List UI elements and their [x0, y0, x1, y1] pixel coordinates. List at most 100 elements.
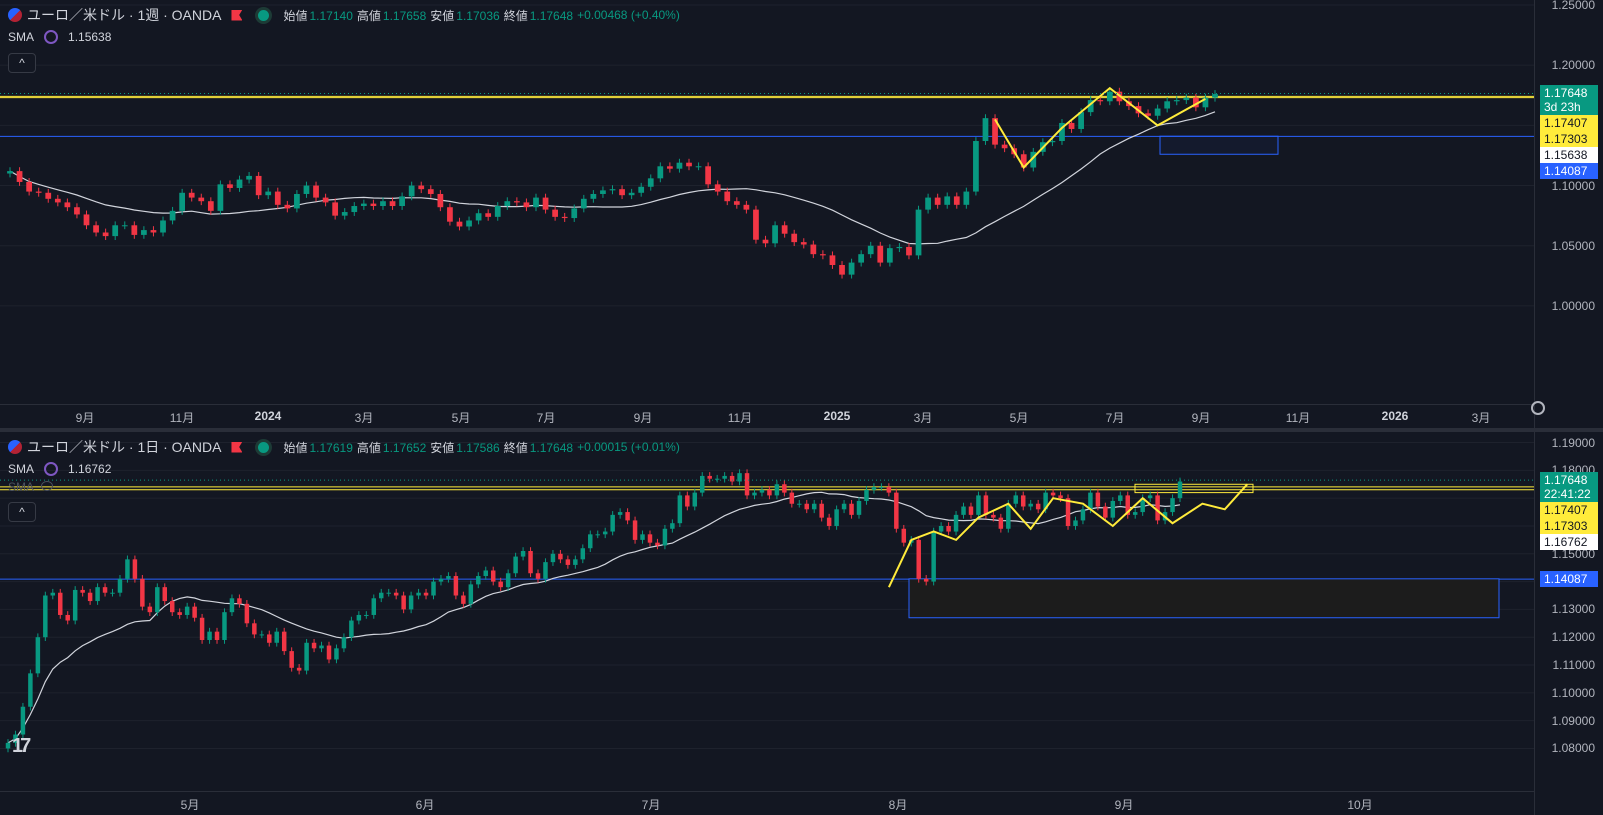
candle [364, 611, 369, 619]
settings-gear-icon[interactable] [1531, 401, 1545, 415]
candle-body [886, 487, 892, 493]
candle-body [192, 606, 197, 618]
candle [125, 555, 130, 583]
time-tick-label: 5月 [180, 798, 200, 812]
candle-body [83, 214, 90, 226]
symbol-title[interactable]: ユーロ／米ドル · 1日 · OANDA [27, 439, 222, 455]
candle-body [1202, 97, 1209, 108]
candle-body [274, 631, 279, 643]
collapse-legend-button[interactable]: ^ [8, 53, 36, 73]
price-axis[interactable]: 1.19000 1.18000 1.15000 1.13000 1.12000 1.110… [1534, 432, 1603, 815]
candle [468, 580, 474, 608]
candle-body [588, 534, 593, 549]
candle [886, 244, 893, 267]
candle [140, 575, 145, 611]
candle [667, 162, 673, 173]
daily-chart-canvas[interactable] [0, 432, 1535, 791]
candle-body [628, 192, 635, 196]
candle [179, 188, 186, 215]
candle-body [237, 598, 242, 604]
time-axis[interactable]: 5月 6月 7月 8月 9月 10月 [0, 791, 1535, 815]
alert-flag-icon[interactable] [231, 9, 243, 21]
candle [504, 197, 511, 210]
candle [1095, 488, 1101, 511]
candle-body [858, 254, 865, 263]
alert-flag-icon[interactable] [231, 441, 243, 453]
market-status-icon [258, 9, 270, 21]
candle [13, 730, 18, 747]
sma-hidden-label: SMA [8, 480, 34, 494]
sma-indicator-legend[interactable]: SMA 1.16762 [8, 462, 111, 476]
candle-body [610, 514, 615, 532]
weekly-legend: ユーロ／米ドル · 1週 · OANDA 始値 1.17140 高値 1.17658… [8, 5, 684, 25]
candle-body [886, 248, 893, 263]
candle [1097, 96, 1104, 106]
candle [431, 577, 436, 600]
candle [162, 583, 168, 605]
candle-body [992, 118, 998, 145]
time-axis[interactable]: 9月 11月 2024 3月 5月 7月 9月 11月 2025 3月 5月 7月 9月 11月 2026 3… [0, 404, 1535, 428]
candle [595, 530, 600, 539]
candle-body [360, 203, 367, 207]
candle-body [87, 592, 93, 602]
candle [550, 549, 556, 566]
candle-body [1097, 100, 1104, 102]
candle [252, 619, 257, 639]
sma-hidden-legend[interactable]: SMA [8, 480, 53, 494]
candle-body [252, 623, 257, 635]
candle-body [356, 614, 362, 621]
candle [401, 591, 406, 614]
candle-body [1132, 512, 1138, 515]
candle [1080, 505, 1086, 525]
collapse-legend-button[interactable]: ^ [8, 502, 36, 522]
candle [647, 174, 654, 191]
price-axis[interactable]: 1.25000 1.20000 1.10000 1.05000 1.00000 1.17… [1534, 0, 1603, 428]
symbol-title[interactable]: ユーロ／米ドル · 1週 · OANDA [27, 7, 222, 23]
sma-indicator-legend[interactable]: SMA 1.15638 [8, 30, 111, 44]
candle [826, 513, 832, 530]
candle-body [121, 225, 128, 227]
candle-body [319, 645, 324, 649]
candle [1013, 491, 1019, 508]
candle [558, 549, 563, 564]
candle [237, 594, 242, 608]
candle-body [311, 642, 317, 649]
candle [789, 488, 795, 508]
candle [772, 221, 778, 248]
candle [931, 527, 936, 586]
candle-body [35, 191, 42, 193]
candle-body [722, 475, 727, 479]
weekly-chart-pane[interactable]: ユーロ／米ドル · 1週 · OANDA 始値 1.17140 高値 1.17658… [0, 0, 1603, 428]
candle-body [20, 706, 26, 735]
candle-body [1154, 108, 1161, 116]
weekly-chart-canvas[interactable] [0, 0, 1535, 404]
candle [1202, 93, 1209, 112]
sma-value: 1.16762 [68, 462, 112, 476]
tradingview-logo-icon[interactable]: 17 [12, 735, 31, 757]
candle [188, 188, 195, 202]
high-value: 1.17658 [382, 8, 427, 23]
eye-hidden-icon[interactable] [40, 481, 53, 491]
time-tick-label: 7月 [641, 798, 661, 812]
pane-separator[interactable] [0, 428, 1603, 432]
time-tick-label: 2024 [254, 409, 282, 423]
time-tick-label: 11月 [727, 411, 753, 425]
candle-body [1177, 481, 1183, 499]
daily-chart-pane[interactable]: ユーロ／米ドル · 1日 · OANDA 始値 1.17619 高値 1.17652… [0, 432, 1603, 815]
candle [523, 198, 530, 212]
candle [617, 508, 623, 519]
candle [289, 647, 294, 672]
candle-body [1006, 503, 1011, 529]
candle [35, 633, 41, 678]
candle-body [453, 576, 459, 596]
candle [1059, 119, 1065, 145]
candle-body [54, 198, 61, 203]
candle-body [1028, 503, 1033, 507]
candle-body [700, 475, 705, 493]
candle [43, 591, 48, 642]
time-tick-label: 2025 [823, 409, 851, 423]
candle [858, 250, 865, 267]
candle-body [468, 584, 474, 604]
candle [319, 641, 324, 653]
candle [259, 630, 265, 639]
